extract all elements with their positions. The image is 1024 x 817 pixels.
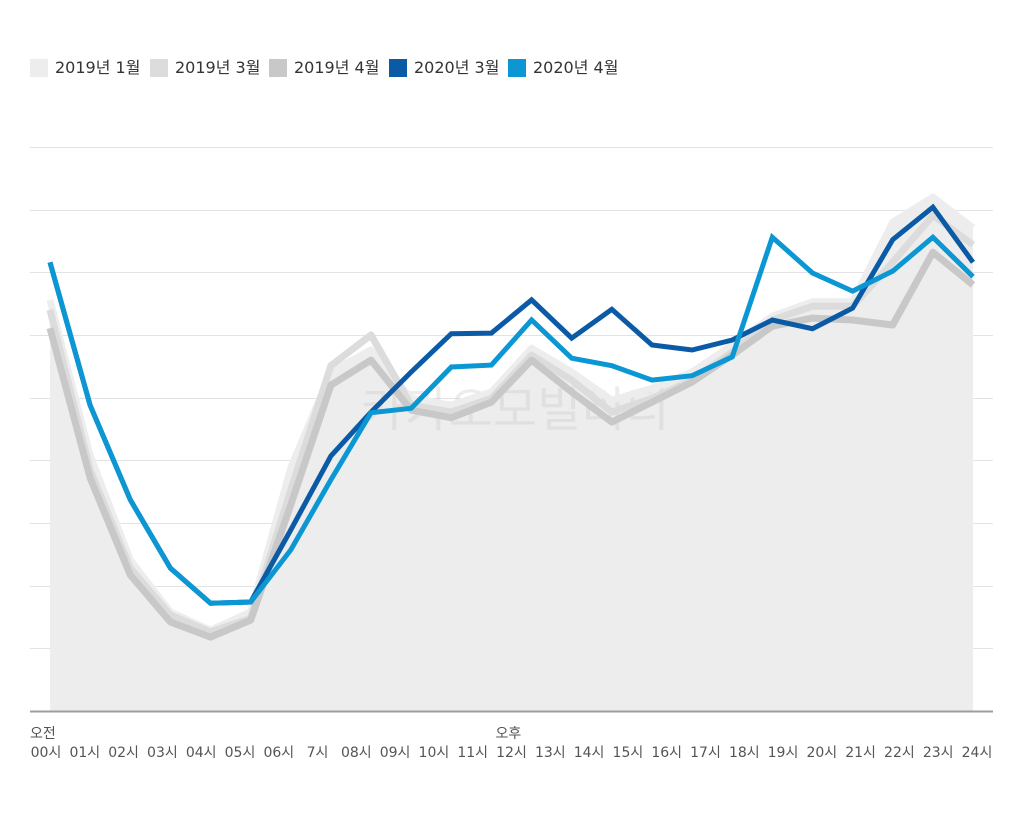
legend-item-2019-mar: 2019년 3월 [150,58,260,78]
legend-label: 2019년 1월 [55,58,141,77]
x-tick-label: 03시 [147,745,178,761]
x-tick-label: 10시 [419,745,450,761]
legend-label: 2019년 4월 [294,58,380,77]
x-tick-label: 06시 [263,745,294,761]
legend-swatch [389,59,407,77]
area-layer [50,197,973,712]
x-tick-label: 7시 [307,745,329,761]
x-tick-label: 11시 [457,745,488,761]
legend-item-2020-mar: 2020년 3월 [389,58,499,78]
period-label: 오전 [30,726,56,742]
legend-swatch [269,59,287,77]
x-tick-label: 20시 [806,745,837,761]
x-tick-label: 22시 [884,745,915,761]
x-tick-label: 16시 [651,745,682,761]
series-lines [46,193,976,641]
legend-swatch [508,59,526,77]
x-tick-label: 14시 [574,745,605,761]
x-tick-label: 21시 [845,745,876,761]
legend-swatch [150,59,168,77]
x-tick-label: 05시 [225,745,256,761]
x-tick-label: 00시 [31,745,62,761]
x-tick-label: 12시 [496,745,527,761]
x-tick-label: 01시 [69,745,100,761]
series-line-4 [47,232,975,606]
legend-label: 2019년 3월 [175,58,261,77]
legend-item-2019-jan: 2019년 1월 [30,58,140,78]
x-tick-label: 24시 [962,745,993,761]
x-axis-labels: 00시 01시 02시 03시 04시 05시 06시 7시 08시 09시 10시 11시 12시 13… [30,726,992,761]
x-tick-label: 13시 [535,745,566,761]
x-tick-label: 09시 [380,745,411,761]
x-tick-label: 23시 [923,745,954,761]
x-tick-label: 19시 [768,745,799,761]
x-tick-label: 18시 [729,745,760,761]
period-label: 오후 [496,726,522,742]
x-tick-label: 15시 [613,745,644,761]
legend-label: 2020년 4월 [533,58,619,77]
x-tick-label: 04시 [186,745,217,761]
series-area-0 [50,197,973,712]
legend-label: 2020년 3월 [414,58,500,77]
legend-item-2019-apr: 2019년 4월 [269,58,379,78]
series-line-2 [46,248,976,641]
x-tick-label: 08시 [341,745,372,761]
legend-swatch [30,59,48,77]
x-tick-label: 17시 [690,745,721,761]
legend: 2019년 1월 2019년 3월 2019년 4월 2020년 3월 2020… [0,58,700,78]
legend-item-2020-apr: 2020년 4월 [508,58,618,78]
x-tick-label: 02시 [108,745,139,761]
